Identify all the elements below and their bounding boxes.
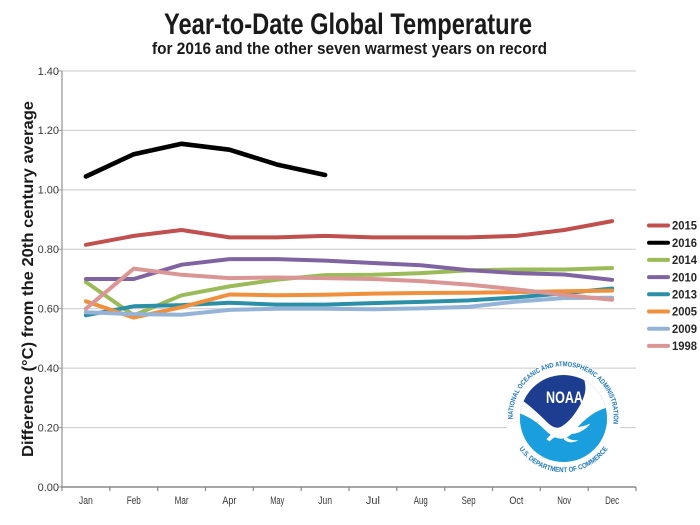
svg-text:Sep: Sep [462,495,476,507]
svg-text:0.60: 0.60 [38,304,59,316]
svg-text:Jan: Jan [79,495,93,507]
svg-text:Nov: Nov [557,495,571,507]
svg-text:Mar: Mar [175,495,189,507]
svg-text:0.40: 0.40 [38,363,59,375]
svg-text:2010: 2010 [672,272,697,284]
svg-text:Year-to-Date Global Temperatur: Year-to-Date Global Temperature [164,8,532,41]
svg-text:1.00: 1.00 [38,185,59,197]
svg-text:Jul: Jul [366,495,380,507]
svg-text:2013: 2013 [672,290,697,302]
svg-text:NOAA: NOAA [546,389,583,407]
svg-text:0.20: 0.20 [38,422,59,434]
svg-text:May: May [270,495,284,507]
svg-text:1.40: 1.40 [38,66,59,78]
svg-text:Apr: Apr [222,495,236,507]
svg-text:for 2016 and the other seven w: for 2016 and the other seven warmest yea… [152,39,547,58]
svg-text:1998: 1998 [672,341,698,353]
svg-text:2016: 2016 [672,238,697,250]
svg-text:2009: 2009 [672,324,697,336]
svg-text:0.00: 0.00 [38,482,59,494]
svg-text:Difference (°C) from the 20th: Difference (°C) from the 20th century av… [20,101,37,457]
svg-text:Feb: Feb [127,495,141,507]
svg-text:0.80: 0.80 [38,244,59,256]
svg-text:2005: 2005 [672,307,698,319]
svg-text:Aug: Aug [414,495,428,507]
svg-text:Dec: Dec [605,495,619,507]
svg-text:2014: 2014 [672,255,698,267]
svg-text:Oct: Oct [509,495,523,507]
svg-text:2015: 2015 [672,221,698,233]
svg-text:Jun: Jun [318,495,332,507]
svg-text:1.20: 1.20 [38,125,59,137]
